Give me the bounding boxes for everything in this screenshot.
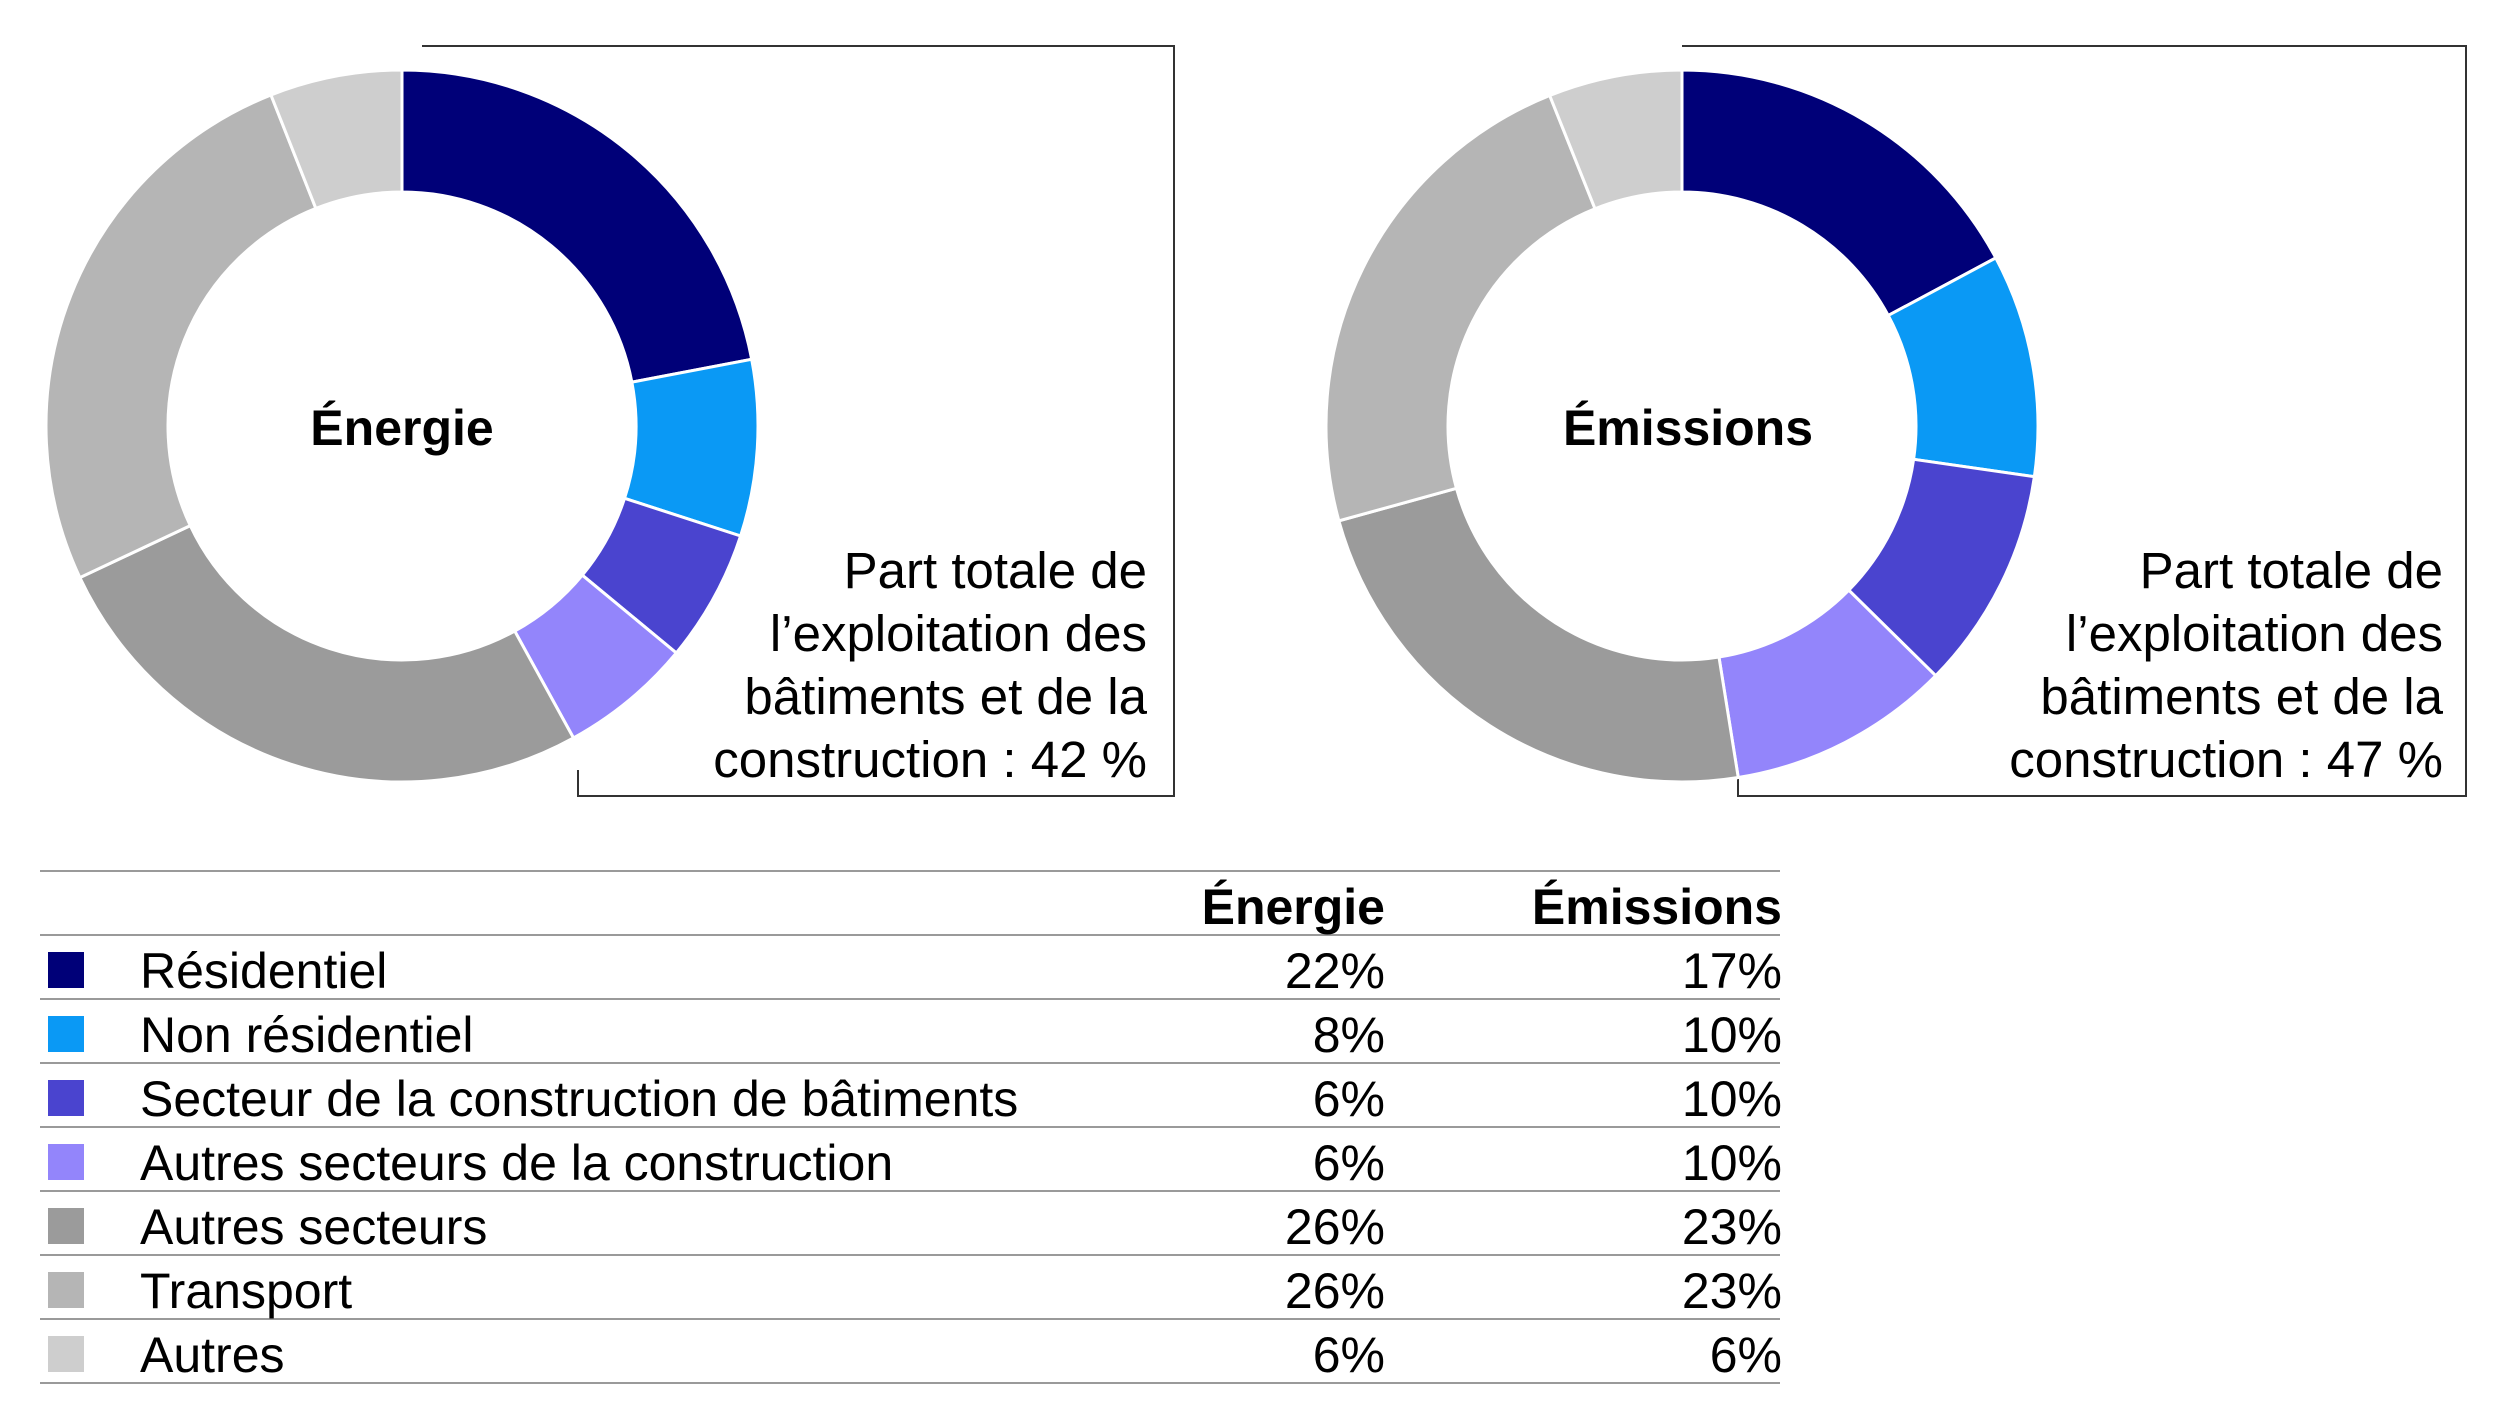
header-energy: Énergie: [1201, 879, 1385, 935]
emissions-donut: Émissions Part totale de l’exploitation de…: [1324, 45, 2467, 797]
header-emissions: Émissions: [1531, 879, 1782, 935]
callout-line: construction : 42 %: [713, 731, 1147, 788]
row-label: Résidentiel: [140, 943, 388, 999]
row-label: Autres secteurs: [140, 1199, 488, 1255]
legend-swatch: [48, 1080, 84, 1116]
row-label: Non résidentiel: [140, 1007, 474, 1063]
row-emissions-value: 10%: [1681, 1071, 1782, 1127]
legend-swatch: [48, 1144, 84, 1180]
callout-line: Part totale de: [844, 542, 1147, 599]
callout-line: l’exploitation des: [770, 605, 1147, 662]
row-energy-value: 26%: [1284, 1263, 1385, 1319]
donut-charts: Énergie Part totale de l’exploitation des b…: [44, 45, 2467, 797]
donut-center-label: Émissions: [1563, 400, 1813, 456]
row-label: Transport: [140, 1263, 353, 1319]
row-energy-value: 22%: [1284, 943, 1385, 999]
row-emissions-value: 10%: [1681, 1007, 1782, 1063]
table-row: Autres 6% 6%: [40, 1320, 1782, 1384]
row-emissions-value: 23%: [1681, 1263, 1782, 1319]
callout-frame: [1682, 45, 2467, 797]
table-rows: Résidentiel 22% 17% Non résidentiel 8% 10% Sec…: [40, 936, 1782, 1384]
table-row: Autres secteurs 26% 23%: [40, 1192, 1782, 1256]
callout-line: bâtiments et de la: [744, 668, 1147, 725]
slice-autres: [1547, 68, 1684, 211]
table-row: Secteur de la construction de bâtiments 6…: [40, 1064, 1782, 1128]
row-emissions-value: 10%: [1681, 1135, 1782, 1191]
row-energy-value: 8%: [1312, 1007, 1385, 1063]
legend-swatch: [48, 1016, 84, 1052]
slice-résidentiel: [1680, 68, 1998, 318]
slice-autres-secteurs: [77, 523, 576, 784]
slice-transport: [1324, 93, 1597, 523]
callout-frame: [422, 45, 1175, 797]
row-energy-value: 6%: [1312, 1327, 1385, 1383]
row-label: Autres secteurs de la construction: [140, 1135, 894, 1191]
row-energy-value: 6%: [1312, 1135, 1385, 1191]
legend-swatch: [48, 1336, 84, 1372]
row-energy-value: 6%: [1312, 1071, 1385, 1127]
table-row: Autres secteurs de la construction 6% 10%: [40, 1128, 1782, 1192]
row-emissions-value: 23%: [1681, 1199, 1782, 1255]
legend-swatch: [48, 1208, 84, 1244]
legend-swatch: [48, 1272, 84, 1308]
callout-line: construction : 47 %: [2009, 731, 2443, 788]
legend-swatch: [48, 952, 84, 988]
slice-autres-secteurs: [1337, 486, 1740, 784]
energy-donut: Énergie Part totale de l’exploitation des b…: [44, 45, 1175, 797]
row-energy-value: 26%: [1284, 1199, 1385, 1255]
slice-autres: [269, 68, 404, 211]
row-label: Secteur de la construction de bâtiments: [140, 1071, 1019, 1127]
legend-table: Énergie Émissions Résidentiel 22% 17% Non r…: [40, 870, 1782, 1384]
slice-résidentiel: [400, 68, 754, 384]
callout-line: Part totale de: [2140, 542, 2443, 599]
table-row: Non résidentiel 8% 10%: [40, 1000, 1782, 1064]
table-row: Résidentiel 22% 17%: [40, 936, 1782, 1000]
row-label: Autres: [140, 1327, 285, 1383]
callout-line: l’exploitation des: [2066, 605, 2443, 662]
donut-center-label: Énergie: [310, 400, 493, 456]
row-emissions-value: 17%: [1681, 943, 1782, 999]
row-emissions-value: 6%: [1709, 1327, 1782, 1383]
table-row: Transport 26% 23%: [40, 1256, 1782, 1320]
slice-transport: [44, 93, 318, 580]
callout-line: bâtiments et de la: [2040, 668, 2443, 725]
table-header: Énergie Émissions: [40, 870, 1782, 936]
